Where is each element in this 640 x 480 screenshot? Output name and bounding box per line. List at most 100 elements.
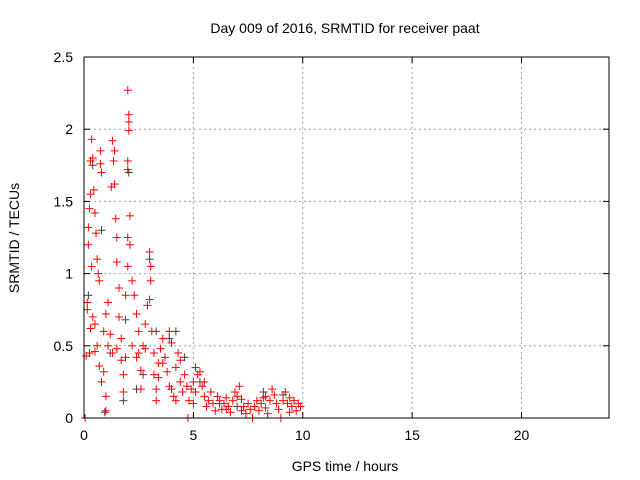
- red-point: [141, 320, 150, 329]
- red-point: [119, 388, 128, 397]
- red-point: [124, 110, 133, 119]
- red-point: [95, 276, 104, 285]
- red-point: [136, 385, 145, 394]
- red-point: [206, 388, 215, 397]
- red-point: [90, 347, 99, 356]
- y-tick-label: 0: [65, 410, 73, 426]
- red-point: [189, 399, 198, 408]
- red-point: [123, 165, 132, 174]
- gray-point: [119, 396, 128, 405]
- red-point: [226, 408, 235, 417]
- red-point: [237, 406, 246, 415]
- red-point: [112, 344, 121, 353]
- red-point: [204, 396, 213, 405]
- red-point: [200, 392, 209, 401]
- red-point: [104, 341, 113, 350]
- red-point: [108, 136, 117, 145]
- red-point: [158, 359, 167, 368]
- red-point: [160, 353, 169, 362]
- red-point: [274, 405, 283, 414]
- red-point: [211, 406, 220, 415]
- red-point: [191, 388, 200, 397]
- red-point: [222, 393, 231, 402]
- red-point: [215, 396, 224, 405]
- red-point: [241, 409, 250, 418]
- x-tick-label: 15: [404, 427, 420, 443]
- red-point: [279, 396, 288, 405]
- red-point: [285, 393, 294, 402]
- red-point: [83, 298, 92, 307]
- red-point: [246, 405, 255, 414]
- red-point: [112, 258, 121, 267]
- red-point: [252, 396, 261, 405]
- red-point: [134, 349, 143, 358]
- red-point: [128, 276, 137, 285]
- red-point: [88, 312, 97, 321]
- red-point: [150, 370, 158, 379]
- red-point: [270, 390, 279, 399]
- red-point: [209, 399, 218, 408]
- x-tick-label: 0: [80, 427, 88, 443]
- red-point: [228, 396, 237, 405]
- red-point: [182, 382, 191, 391]
- red-point: [141, 344, 150, 353]
- red-point: [117, 356, 126, 365]
- red-point: [125, 240, 134, 249]
- axis-ticks: 0 5 10 15 20 0 0.5 1 1.5 2 2.5: [54, 49, 609, 443]
- red-point: [185, 396, 193, 405]
- red-point: [115, 284, 123, 293]
- red-point: [94, 269, 103, 278]
- red-point: [235, 382, 244, 391]
- red-point: [154, 373, 163, 382]
- red-point: [84, 240, 93, 249]
- gray-point: [180, 353, 189, 362]
- red-point: [87, 262, 96, 271]
- red-point: [165, 382, 174, 391]
- red-point: [101, 392, 110, 401]
- red-point: [83, 305, 92, 314]
- gray-point: [139, 370, 148, 379]
- red-point: [89, 185, 98, 194]
- red-point: [261, 392, 270, 401]
- red-point: [189, 377, 198, 386]
- red-point: [93, 341, 102, 350]
- red-point: [123, 156, 132, 165]
- red-point: [86, 190, 95, 199]
- red-point: [119, 370, 128, 379]
- red-point: [121, 353, 130, 362]
- red-point: [296, 402, 305, 411]
- red-point: [176, 377, 185, 386]
- red-point: [86, 324, 95, 333]
- red-point: [255, 406, 263, 415]
- red-point: [167, 338, 176, 347]
- red-point: [85, 349, 94, 358]
- red-point: [101, 310, 110, 319]
- red-point: [136, 366, 145, 375]
- red-point: [146, 262, 155, 271]
- red-point: [123, 262, 132, 271]
- red-point: [290, 396, 298, 405]
- y-axis-label: SRMTID / TECUs: [6, 183, 22, 293]
- red-point: [132, 353, 141, 362]
- red-point: [88, 154, 97, 163]
- plot-border: [83, 56, 610, 419]
- red-point: [150, 349, 158, 358]
- red-point: [180, 370, 189, 379]
- red-point: [121, 291, 130, 300]
- red-point: [222, 405, 231, 414]
- red-point: [265, 396, 274, 405]
- red-point: [156, 344, 165, 353]
- red-point: [123, 86, 132, 95]
- red-point: [130, 291, 139, 300]
- red-point: [143, 301, 152, 310]
- red-point: [124, 126, 133, 135]
- red-point: [239, 402, 248, 411]
- x-tick-label: 20: [514, 427, 530, 443]
- red-point: [104, 298, 113, 307]
- red-point: [110, 146, 119, 155]
- red-point: [165, 327, 174, 336]
- red-point: [95, 362, 104, 371]
- red-point: [90, 208, 99, 217]
- red-point: [112, 233, 121, 242]
